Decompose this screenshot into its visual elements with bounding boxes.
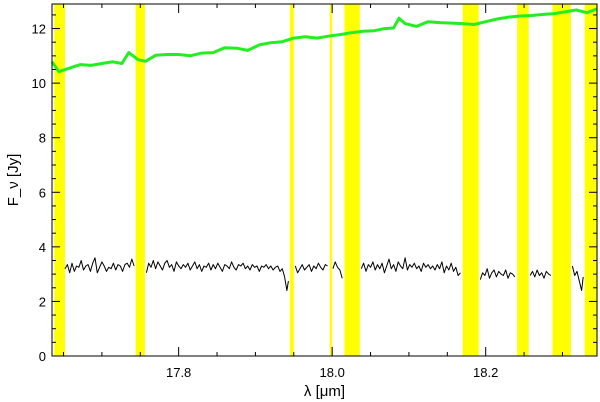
masked-bands — [54, 4, 597, 356]
masked-band-6 — [462, 4, 479, 356]
x-axis-title: λ [μm] — [304, 383, 345, 400]
plot-frame — [51, 3, 598, 357]
series-layer — [50, 7, 598, 291]
masked-band-2 — [135, 4, 145, 356]
masked-band-7 — [517, 4, 529, 356]
y-tick-label: 4 — [39, 240, 46, 255]
y-tick-label: 8 — [39, 131, 46, 146]
masked-band-5 — [344, 4, 360, 356]
masked-band-1 — [54, 4, 66, 356]
y-tick-label: 0 — [39, 349, 46, 364]
x-tick-label: 18.2 — [473, 365, 498, 380]
y-tick-label: 10 — [32, 76, 46, 91]
x-tick-label: 18.0 — [320, 365, 345, 380]
axis-ticks: 0 2 4 6 8 10 12 17.8 18.0 18.2 — [32, 4, 597, 380]
y-tick-label: 12 — [32, 22, 46, 37]
masked-band-8 — [552, 4, 571, 356]
x-tick-label: 17.8 — [166, 365, 191, 380]
y-tick-label: 6 — [39, 185, 46, 200]
masked-band-4 — [329, 4, 333, 356]
y-axis-title: F_ν [Jy] — [5, 154, 22, 207]
y-tick-label: 2 — [39, 294, 46, 309]
masked-band-3 — [289, 4, 294, 356]
continuum-line — [50, 7, 598, 74]
spectrum-line — [64, 257, 584, 291]
masked-band-9 — [584, 4, 597, 356]
